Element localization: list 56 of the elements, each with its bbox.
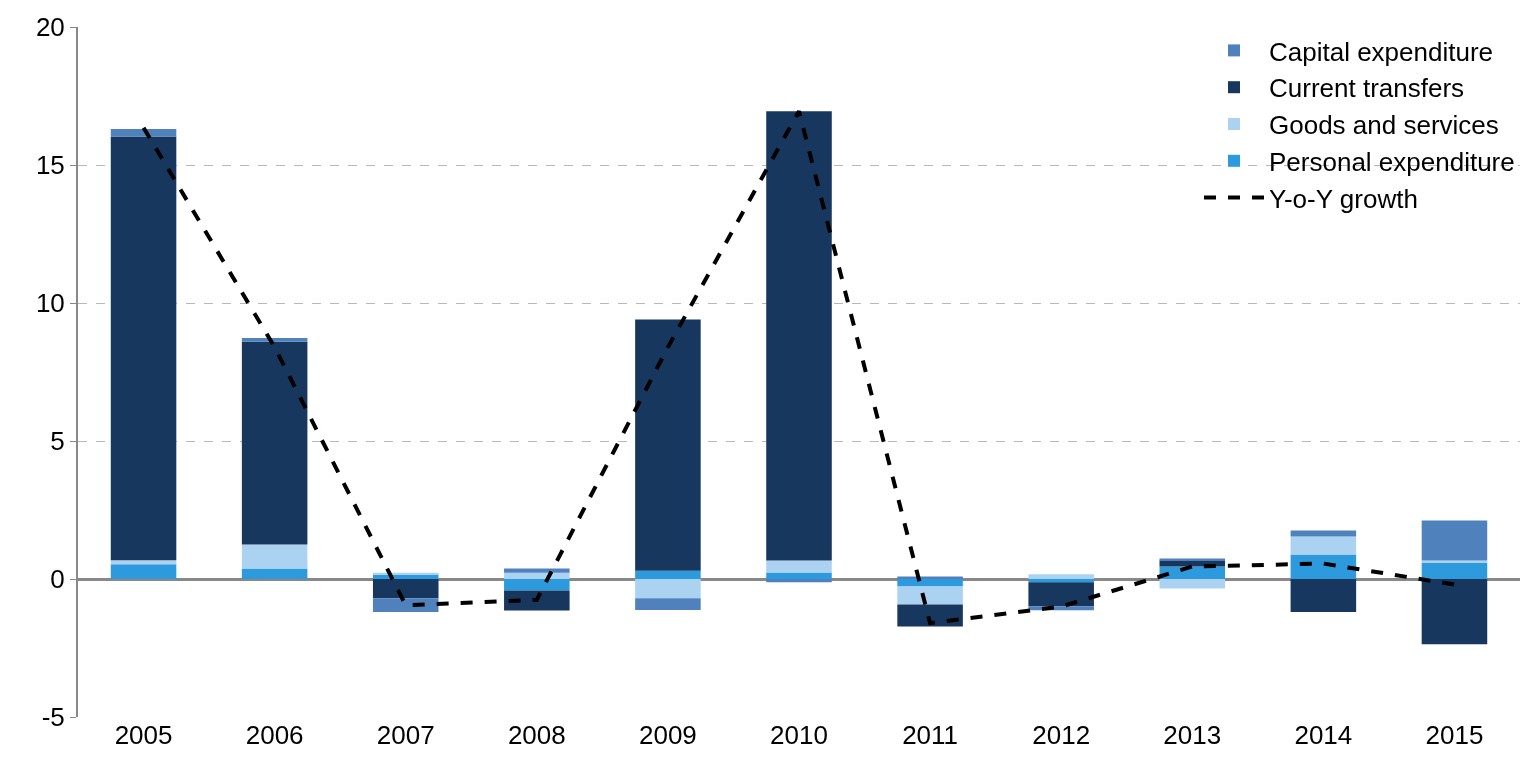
bar: [241, 568, 308, 579]
bar: [1290, 579, 1357, 613]
legend-label: Capital expenditure: [1269, 36, 1494, 67]
x-tick-label: 2014: [1294, 720, 1353, 750]
bar: [766, 579, 832, 583]
bar: [635, 579, 701, 599]
bar: [1028, 582, 1094, 607]
y-tick-label: 20: [35, 12, 65, 43]
bar: [241, 338, 308, 342]
bar: [766, 572, 832, 579]
y-tick-label: 10: [35, 288, 65, 319]
bar: [1290, 530, 1357, 537]
y-tick-label: 15: [35, 150, 65, 181]
bar: [241, 544, 308, 569]
bar: [897, 579, 963, 587]
bar: [110, 136, 177, 561]
y-tick-label: 0: [50, 564, 65, 595]
x-tick-label: 2013: [1163, 720, 1222, 750]
bar: [766, 560, 832, 573]
bar: [372, 598, 439, 613]
bar: [1159, 579, 1226, 589]
bar: [110, 129, 177, 137]
x-tick-label: 2005: [114, 720, 173, 750]
bar: [766, 111, 832, 561]
bar: [1028, 579, 1094, 583]
y-tick-label: 5: [50, 426, 65, 457]
x-tick-label: 2008: [507, 720, 566, 750]
bar: [897, 604, 963, 627]
x-tick-label: 2011: [902, 720, 959, 750]
bar: [1290, 536, 1357, 555]
legend-label: Y-o-Y growth: [1269, 183, 1418, 214]
bar: [897, 586, 963, 605]
legend-label: Personal expenditure: [1269, 146, 1515, 177]
x-tick-label: 2007: [376, 720, 435, 750]
x-tick-label: 2006: [245, 720, 304, 750]
legend-label: Goods and services: [1269, 110, 1499, 141]
bar: [110, 560, 177, 565]
bar: [1421, 579, 1488, 645]
bar: [110, 564, 177, 579]
bar: [504, 568, 570, 573]
bar: [372, 579, 439, 599]
bar: [1421, 562, 1488, 579]
bar: [1421, 520, 1488, 561]
bar: [241, 341, 308, 545]
y-tick-label: -5: [41, 702, 65, 733]
bar: [504, 579, 570, 591]
bar: [1028, 574, 1094, 579]
x-tick-label: 2012: [1032, 720, 1091, 750]
x-tick-label: 2009: [638, 720, 697, 750]
x-tick-label: 2010: [770, 720, 828, 750]
bar: [1290, 554, 1357, 579]
legend-label: Current transfers: [1269, 73, 1465, 104]
x-tick-label: 2015: [1425, 720, 1484, 750]
bar: [635, 570, 701, 579]
bar: [635, 319, 701, 571]
bar: [635, 598, 701, 610]
